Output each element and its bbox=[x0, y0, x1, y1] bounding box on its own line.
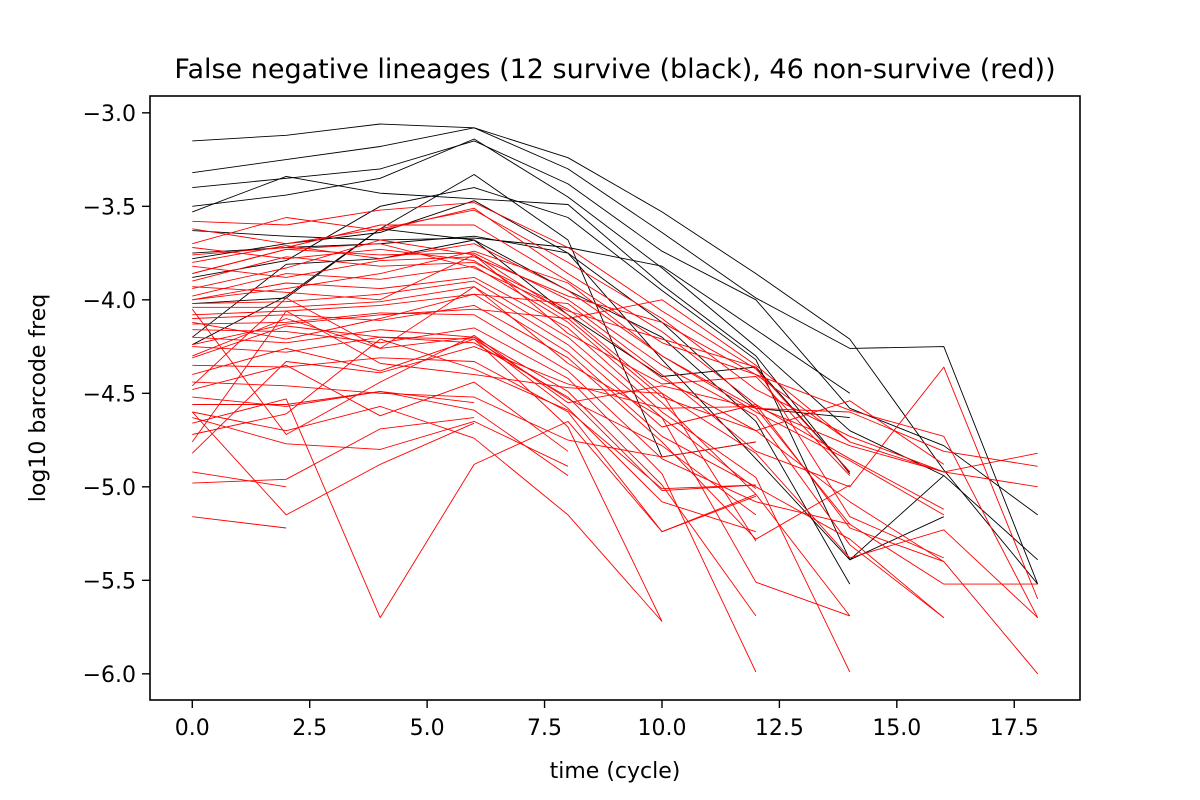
non-survive-lineage-line-29 bbox=[192, 336, 756, 492]
non-survive-lineage-line-32 bbox=[192, 338, 663, 622]
non-survive-lineage-line-47 bbox=[191, 308, 1038, 467]
x-axis-ticks: 0.0 2.5 5.0 7.5 10.0 12.5 15.0 17.5 bbox=[175, 700, 1039, 741]
non-survive-lineage-line-39 bbox=[192, 398, 757, 619]
x-tick-label: 0.0 bbox=[175, 716, 210, 741]
survive-lineage-line-5 bbox=[192, 230, 851, 394]
y-tick-label: −3.0 bbox=[83, 102, 136, 127]
non-survive-lineage-line-48 bbox=[755, 366, 1039, 600]
non-survive-lineage-line-14 bbox=[192, 207, 945, 510]
survive-lineage-line-7 bbox=[192, 174, 756, 458]
non-survive-lineage-line-43 bbox=[192, 471, 287, 488]
survive-lineage-line-0 bbox=[192, 123, 1039, 585]
non-survive-lineage-line-46 bbox=[191, 411, 475, 516]
non-survive-lineage-line-57 bbox=[192, 247, 945, 465]
non-survive-lineage-line-34 bbox=[192, 364, 569, 452]
series-lines bbox=[191, 123, 1039, 675]
non-survive-lineage-line-49 bbox=[192, 243, 944, 559]
non-survive-lineage-line-36 bbox=[192, 391, 475, 405]
non-survive-lineage-line-33 bbox=[192, 381, 756, 458]
non-survive-lineage-line-19 bbox=[192, 239, 1039, 619]
non-survive-lineage-line-54 bbox=[192, 325, 757, 516]
y-tick-label: −5.5 bbox=[83, 569, 136, 594]
x-tick-label: 2.5 bbox=[292, 716, 327, 741]
x-tick-label: 5.0 bbox=[410, 716, 445, 741]
y-axis-ticks: −3.0 −3.5 −4.0 −4.5 −5.0 −5.5 −6.0 bbox=[83, 102, 150, 688]
non-survive-lineage-line-51 bbox=[192, 299, 851, 443]
survive-lineage-line-3 bbox=[192, 138, 1039, 561]
non-survive-lineage-line-45 bbox=[192, 516, 287, 529]
survive-lineage-line-11 bbox=[192, 200, 850, 419]
non-survive-lineage-line-12 bbox=[192, 202, 851, 473]
x-tick-label: 15.0 bbox=[872, 716, 921, 741]
non-survive-lineage-line-18 bbox=[192, 256, 945, 562]
non-survive-lineage-line-55 bbox=[192, 256, 1039, 618]
survive-lineage-line-6 bbox=[192, 187, 945, 561]
y-tick-label: −4.0 bbox=[83, 289, 136, 314]
survive-lineage-line-4 bbox=[192, 175, 851, 474]
x-tick-label: 17.5 bbox=[990, 716, 1039, 741]
survive-lineage-line-9 bbox=[192, 235, 944, 561]
x-tick-label: 12.5 bbox=[755, 716, 804, 741]
survive-lineage-line-8 bbox=[192, 239, 851, 585]
non-survive-lineage-line-15 bbox=[192, 224, 1038, 488]
non-survive-lineage-line-41 bbox=[191, 310, 757, 542]
survive-lineage-line-1 bbox=[192, 127, 1039, 585]
non-survive-lineage-line-53 bbox=[191, 286, 757, 490]
non-survive-lineage-line-50 bbox=[192, 254, 851, 476]
non-survive-lineage-line-56 bbox=[192, 250, 945, 516]
non-survive-lineage-line-17 bbox=[192, 248, 945, 619]
non-survive-lineage-line-25 bbox=[192, 304, 851, 540]
non-survive-lineage-line-38 bbox=[192, 417, 569, 467]
non-survive-lineage-line-37 bbox=[192, 405, 663, 622]
non-survive-lineage-line-27 bbox=[192, 327, 757, 673]
non-survive-lineage-line-24 bbox=[192, 293, 945, 619]
plot-frame bbox=[149, 95, 1081, 701]
x-tick-label: 10.0 bbox=[637, 716, 686, 741]
non-survive-lineage-line-20 bbox=[192, 265, 851, 617]
non-survive-lineage-line-40 bbox=[192, 338, 756, 490]
y-tick-label: −3.5 bbox=[83, 195, 136, 220]
y-tick-label: −4.5 bbox=[83, 382, 136, 407]
non-survive-lineage-line-26 bbox=[192, 312, 850, 525]
y-tick-label: −5.0 bbox=[83, 476, 136, 501]
y-axis-label: log10 barcode freq bbox=[26, 294, 51, 502]
chart-title: False negative lineages (12 survive (bla… bbox=[174, 54, 1055, 85]
non-survive-lineage-line-22 bbox=[192, 280, 850, 617]
non-survive-lineage-line-44 bbox=[192, 417, 475, 484]
survive-lineage-line-2 bbox=[192, 140, 1038, 516]
non-survive-lineage-line-21 bbox=[192, 276, 851, 673]
non-survive-lineage-line-28 bbox=[192, 329, 757, 617]
non-survive-lineage-line-42 bbox=[191, 346, 944, 473]
non-survive-lineage-line-30 bbox=[192, 318, 757, 533]
x-tick-label: 7.5 bbox=[527, 716, 562, 741]
non-survive-lineage-line-52 bbox=[192, 293, 757, 452]
non-survive-lineage-line-23 bbox=[192, 286, 1039, 675]
x-axis-label: time (cycle) bbox=[550, 759, 681, 784]
y-tick-label: −6.0 bbox=[83, 663, 136, 688]
